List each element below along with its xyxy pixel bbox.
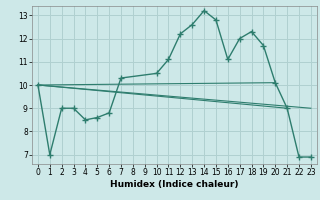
X-axis label: Humidex (Indice chaleur): Humidex (Indice chaleur) [110,180,239,189]
